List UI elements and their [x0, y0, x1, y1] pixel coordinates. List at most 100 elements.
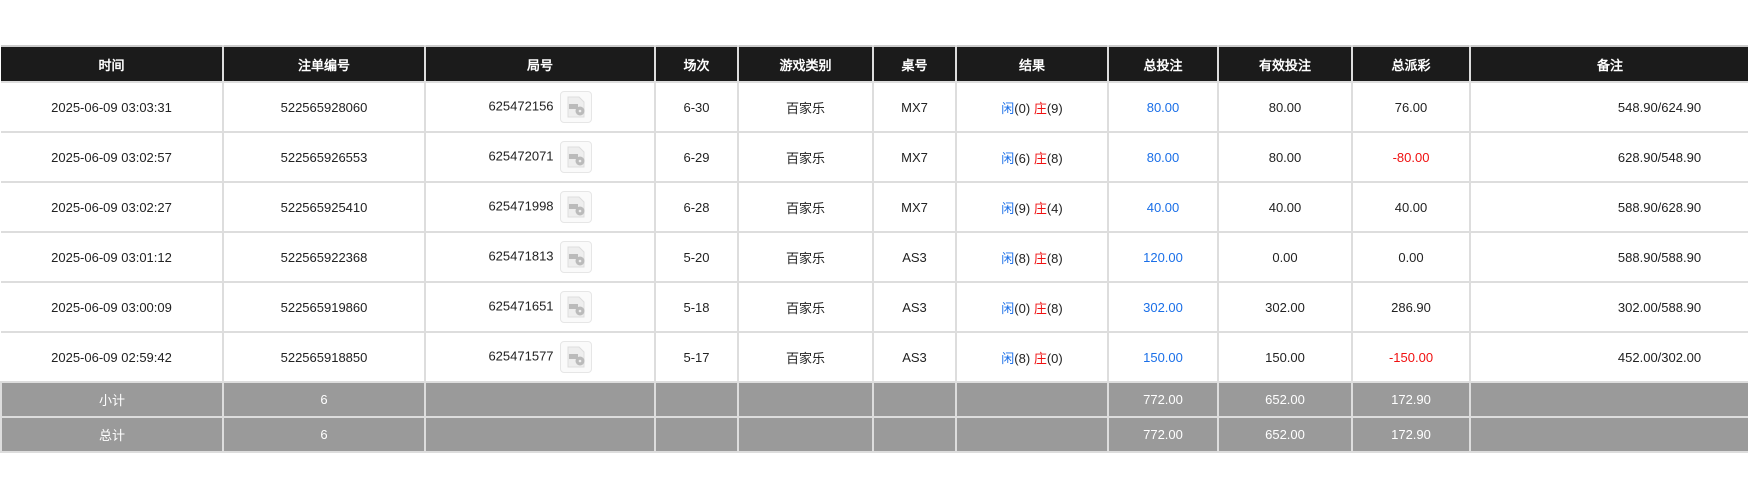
cell-time: 2025-06-09 03:00:09 — [1, 281, 224, 333]
cell-remark: 628.90/548.90 — [1469, 131, 1748, 183]
cell-bet-id: 522565918850 — [222, 331, 426, 383]
cell-valid-bet: 150.00 — [1217, 331, 1353, 383]
round-number: 625471651 — [488, 298, 554, 314]
cell-result: 闲(0) 庄(9) — [955, 81, 1109, 133]
subtotal-label: 小计 — [0, 381, 224, 418]
cell-valid-bet: 302.00 — [1217, 281, 1353, 333]
header-valid-bet: 有效投注 — [1217, 45, 1353, 83]
player-label: 闲 — [1001, 250, 1015, 266]
grandtotal-payout: 172.90 — [1351, 416, 1471, 453]
player-label: 闲 — [1001, 200, 1015, 216]
table-row: 2025-06-09 03:00:09 522565919860 6254716… — [1, 281, 1748, 333]
cell-time: 2025-06-09 02:59:42 — [1, 331, 224, 383]
subtotal-row: 小计 6 772.00 652.00 172.90 — [0, 381, 1748, 418]
banker-points: (8) — [1046, 150, 1063, 166]
cell-payout: -150.00 — [1351, 331, 1471, 383]
subtotal-valid-bet: 652.00 — [1217, 381, 1353, 418]
cell-game: 百家乐 — [737, 231, 874, 283]
banker-label: 庄 — [1033, 100, 1047, 116]
cell-result: 闲(9) 庄(4) — [955, 181, 1109, 233]
banker-label: 庄 — [1033, 300, 1047, 316]
cell-result: 闲(0) 庄(8) — [955, 281, 1109, 333]
cell-game: 百家乐 — [737, 81, 874, 133]
cell-remark: 452.00/302.00 — [1469, 331, 1748, 383]
cell-round: 625471998 — [424, 181, 656, 233]
player-points: (9) — [1014, 200, 1031, 216]
cell-game: 百家乐 — [737, 181, 874, 233]
cell-bet-id: 522565922368 — [222, 231, 426, 283]
cell-total-bet: 302.00 — [1107, 281, 1219, 333]
table-row: 2025-06-09 03:02:27 522565925410 6254719… — [1, 181, 1748, 233]
cell-table: MX7 — [872, 131, 957, 183]
cell-result: 闲(6) 庄(8) — [955, 131, 1109, 183]
grandtotal-label: 总计 — [0, 416, 224, 453]
cell-total-bet: 80.00 — [1107, 81, 1219, 133]
cell-round: 625471577 — [424, 331, 656, 383]
banker-label: 庄 — [1033, 350, 1047, 366]
header-total-payout: 总派彩 — [1351, 45, 1471, 83]
cell-shoe: 6-28 — [654, 181, 739, 233]
cell-shoe: 6-30 — [654, 81, 739, 133]
cell-remark: 588.90/628.90 — [1469, 181, 1748, 233]
banker-points: (0) — [1046, 350, 1063, 366]
round-number: 625471998 — [488, 198, 554, 214]
player-points: (6) — [1014, 150, 1031, 166]
banker-label: 庄 — [1033, 150, 1047, 166]
video-replay-icon[interactable] — [559, 91, 592, 123]
cell-time: 2025-06-09 03:02:57 — [1, 131, 224, 183]
video-replay-icon[interactable] — [559, 141, 592, 173]
player-label: 闲 — [1001, 150, 1015, 166]
banker-label: 庄 — [1033, 250, 1047, 266]
cell-round: 625472156 — [424, 81, 656, 133]
cell-payout: -80.00 — [1351, 131, 1471, 183]
header-round: 局号 — [424, 45, 656, 83]
video-replay-icon[interactable] — [559, 241, 592, 273]
round-number: 625471577 — [488, 348, 554, 364]
table-row: 2025-06-09 02:59:42 522565918850 6254715… — [1, 331, 1748, 383]
header-result: 结果 — [955, 45, 1109, 83]
header-game-type: 游戏类别 — [737, 45, 874, 83]
cell-valid-bet: 80.00 — [1217, 131, 1353, 183]
bet-records-table: 时间 注单编号 局号 场次 游戏类别 桌号 结果 总投注 有效投注 总派彩 备注 2025-06-0… — [0, 45, 1748, 453]
header-remark: 备注 — [1469, 45, 1748, 83]
player-points: (0) — [1014, 300, 1031, 316]
cell-total-bet: 150.00 — [1107, 331, 1219, 383]
cell-bet-id: 522565928060 — [222, 81, 426, 133]
cell-time: 2025-06-09 03:03:31 — [1, 81, 224, 133]
player-points: (0) — [1014, 100, 1031, 116]
cell-valid-bet: 80.00 — [1217, 81, 1353, 133]
cell-shoe: 5-20 — [654, 231, 739, 283]
header-bet-id: 注单编号 — [222, 45, 426, 83]
cell-time: 2025-06-09 03:02:27 — [1, 181, 224, 233]
cell-time: 2025-06-09 03:01:12 — [1, 231, 224, 283]
header-shoe: 场次 — [654, 45, 739, 83]
banker-points: (8) — [1046, 250, 1063, 266]
player-points: (8) — [1014, 350, 1031, 366]
cell-payout: 286.90 — [1351, 281, 1471, 333]
cell-payout: 0.00 — [1351, 231, 1471, 283]
video-replay-icon[interactable] — [559, 191, 592, 223]
cell-game: 百家乐 — [737, 331, 874, 383]
cell-round: 625471813 — [424, 231, 656, 283]
video-replay-icon[interactable] — [559, 341, 592, 373]
grandtotal-row: 总计 6 772.00 652.00 172.90 — [0, 416, 1748, 453]
cell-table: AS3 — [872, 331, 957, 383]
cell-total-bet: 80.00 — [1107, 131, 1219, 183]
banker-points: (8) — [1046, 300, 1063, 316]
video-replay-icon[interactable] — [559, 291, 592, 323]
cell-bet-id: 522565925410 — [222, 181, 426, 233]
table-row: 2025-06-09 03:03:31 522565928060 6254721… — [1, 81, 1748, 133]
cell-table: AS3 — [872, 281, 957, 333]
cell-bet-id: 522565919860 — [222, 281, 426, 333]
header-table-no: 桌号 — [872, 45, 957, 83]
cell-table: AS3 — [872, 231, 957, 283]
cell-round: 625471651 — [424, 281, 656, 333]
subtotal-payout: 172.90 — [1351, 381, 1471, 418]
table-header: 时间 注单编号 局号 场次 游戏类别 桌号 结果 总投注 有效投注 总派彩 备注 — [1, 45, 1748, 83]
cell-table: MX7 — [872, 81, 957, 133]
cell-table: MX7 — [872, 181, 957, 233]
header-time: 时间 — [1, 45, 224, 83]
cell-shoe: 5-17 — [654, 331, 739, 383]
cell-payout: 76.00 — [1351, 81, 1471, 133]
round-number: 625471813 — [488, 248, 554, 264]
